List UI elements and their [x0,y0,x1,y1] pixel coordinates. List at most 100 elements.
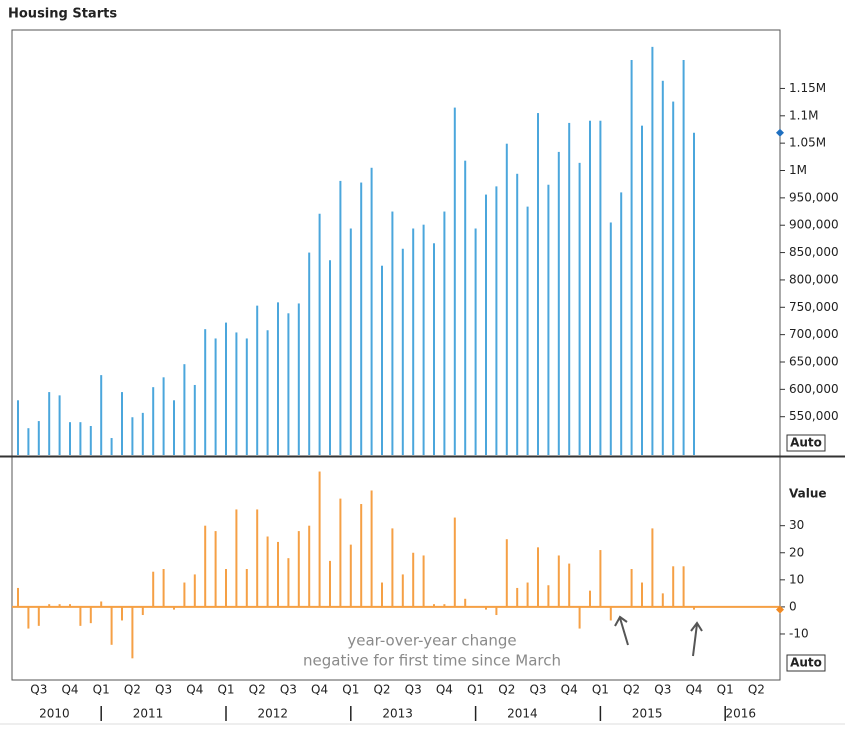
arrow [614,615,629,646]
y-tick-label: 1M [789,163,807,177]
bar [412,552,415,607]
bar [412,228,415,455]
arrow [690,621,703,657]
bar [58,604,61,607]
bar [391,211,394,455]
y-tick-label: 30 [789,518,804,532]
x-tick-label: Q3 [654,683,671,697]
bar [318,213,321,455]
bar [69,422,71,455]
y-tick-label: 1.05M [789,136,826,150]
last-value-marker [776,605,784,614]
bar [308,252,311,455]
x-tick-label: Q4 [561,683,578,697]
y-tick-label: 600,000 [789,382,839,396]
x-tick-label: Q1 [592,683,609,697]
bar [568,563,571,607]
bar [89,606,92,624]
y-tick-label: 800,000 [789,272,839,286]
bar [474,606,477,608]
bar [214,531,217,607]
bar [121,606,123,621]
bar [37,606,40,626]
annotation: negative for first time since March [303,652,561,670]
x-tick-label: Q1 [342,683,359,697]
x-group-label: 2011 [133,707,164,721]
x-tick-label: Q3 [280,683,297,697]
bar [599,120,602,455]
bar [453,517,456,607]
bar [464,160,467,456]
bar [422,555,425,607]
x-group-label: 2015 [632,707,663,721]
bar [381,582,383,607]
bar [360,504,363,607]
bar [495,606,498,616]
bar [225,322,227,455]
bar [381,265,383,455]
bar [235,332,238,455]
y-tick-label: -10 [789,626,809,640]
bar [27,606,30,629]
bar [620,192,623,455]
bar [204,329,207,455]
x-tick-label: Q3 [529,683,546,697]
x-tick-label: Q2 [124,683,141,697]
x-tick-label: Q4 [311,683,328,697]
bar [256,305,259,455]
x-tick-label: Q3 [30,683,47,697]
bar [526,582,529,607]
bar [589,590,591,607]
bar [48,392,51,455]
bar [131,417,134,455]
auto-button-label[interactable]: Auto [790,656,822,670]
bar [69,604,71,607]
bar [485,194,487,455]
bar [297,531,300,607]
bar [641,582,643,607]
bar [370,167,373,455]
bar [578,162,581,455]
x-tick-label: Q1 [467,683,484,697]
bar [495,186,498,455]
x-tick-label: Q2 [249,683,266,697]
bar [485,606,487,610]
bar [173,606,175,610]
auto-button[interactable] [786,654,826,672]
x-tick-label: Q3 [155,683,172,697]
x-tick-label: Q4 [61,683,78,697]
x-tick-label: Q2 [623,683,640,697]
bar [641,125,643,456]
bar [256,509,259,607]
bar [27,428,30,455]
x-tick-label: Q1 [217,683,234,697]
x-tick-label: Q4 [436,683,453,697]
bar [89,426,92,455]
bar [433,243,435,455]
bar [526,206,529,455]
y-tick-label: 750,000 [789,300,839,314]
bar [152,571,155,607]
bar [110,438,113,455]
bar [329,260,331,455]
y-tick-label: 0 [789,599,797,613]
bar [422,224,425,455]
bar [245,338,248,455]
auto-button-label[interactable]: Auto [790,436,822,450]
bar [235,509,238,607]
bar [537,113,539,455]
bar [277,541,279,607]
bar [141,412,144,455]
bar [339,498,342,607]
plot-frame [11,29,781,681]
bar [391,528,394,607]
bar [277,302,279,455]
x-tick-label: Q1 [93,683,110,697]
x-tick-label: Q2 [373,683,390,697]
bar [17,587,19,607]
y-tick-label: 550,000 [789,409,839,423]
y-tick-label: 1.1M [789,108,818,122]
bar [557,151,560,455]
auto-button[interactable] [786,434,826,452]
